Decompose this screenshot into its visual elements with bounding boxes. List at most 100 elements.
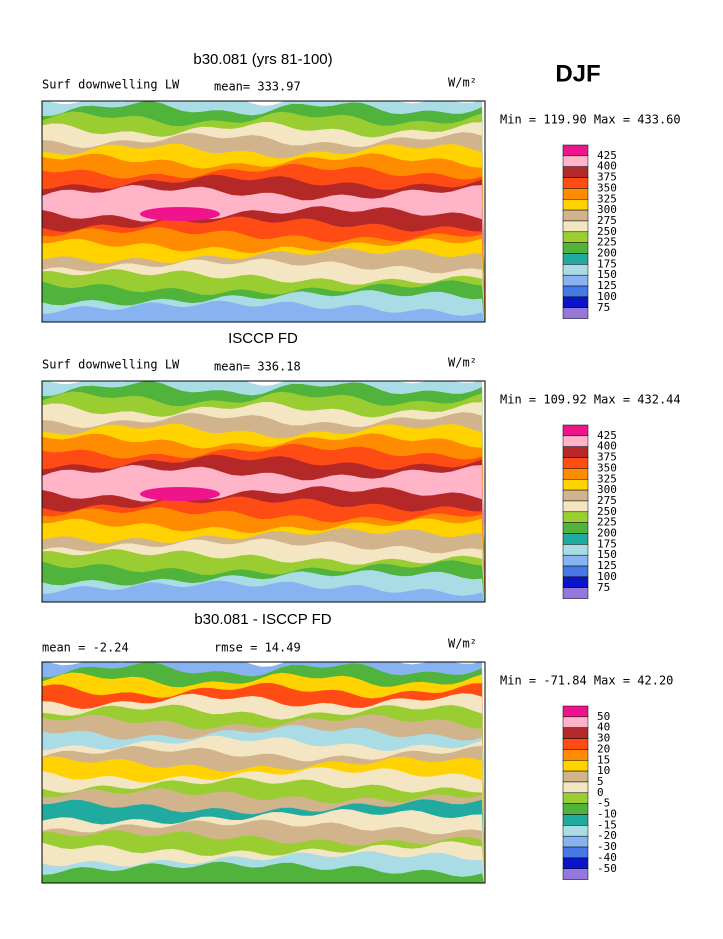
colorbar-label: 400: [597, 160, 617, 173]
colorbar-swatch: [562, 781, 589, 794]
stat-label: mean= 336.18: [214, 360, 301, 374]
map-field: [42, 381, 485, 602]
colorbar-swatch: [562, 738, 589, 750]
colorbar-label: 100: [597, 570, 617, 583]
colorbar-swatch: [562, 825, 589, 837]
season: DJF: [555, 60, 600, 87]
colorbar-label: 350: [597, 181, 617, 194]
colorbar-swatch: [562, 296, 589, 308]
colorbar-label: 250: [597, 505, 617, 518]
map-field: [42, 101, 485, 322]
range-label: Min = 109.92 Max = 432.44: [500, 393, 681, 407]
colorbar-label: 10: [597, 764, 610, 777]
colorbar-label: -20: [597, 829, 617, 842]
colorbar-swatch: [562, 803, 589, 815]
colorbar-swatch: [562, 424, 589, 437]
colorbar-label: 350: [597, 461, 617, 474]
colorbar-label: 15: [597, 753, 610, 766]
colorbar-swatch: [562, 209, 589, 222]
colorbar-label: 225: [597, 516, 617, 529]
stat-label: rmse = 14.49: [214, 641, 301, 655]
colorbar-swatch: [562, 264, 589, 276]
colorbar-swatch: [562, 468, 589, 480]
colorbar-swatch: [562, 479, 589, 491]
colorbar-swatch: [562, 188, 589, 200]
colorbar-swatch: [562, 792, 589, 804]
colorbar-label: 30: [597, 732, 610, 745]
map-field: [42, 662, 485, 883]
colorbar-swatch: [562, 533, 589, 545]
range-label: Min = 119.90 Max = 433.60: [500, 113, 681, 127]
colorbar-swatch: [562, 554, 589, 567]
colorbar-swatch: [562, 177, 589, 189]
colorbar-swatch: [562, 489, 589, 502]
colorbar-label: 175: [597, 257, 617, 270]
colorbar-swatch: [562, 835, 589, 848]
colorbar-label: 0: [597, 786, 604, 799]
colorbar-swatch: [562, 522, 589, 534]
colorbar-label: 40: [597, 721, 610, 734]
colorbar-swatch: [562, 576, 589, 589]
map-frame: [41, 380, 486, 603]
panel-title: b30.081 (yrs 81-100): [193, 51, 332, 68]
colorbar-swatch: [562, 307, 589, 319]
colorbar-swatch: [562, 814, 589, 826]
colorbar-swatch: [562, 274, 589, 287]
colorbar-swatch: [562, 144, 589, 157]
colorbar-swatch: [562, 166, 589, 178]
colorbar-swatch: [562, 435, 589, 447]
colorbar-swatch: [562, 760, 589, 772]
colorbar-label: 125: [597, 559, 617, 572]
colorbar-label: 400: [597, 440, 617, 453]
colorbar-swatch: [562, 231, 589, 243]
contour-band: [42, 580, 484, 602]
colorbar-swatch: [562, 716, 589, 728]
stat-label: mean= 333.97: [214, 80, 301, 94]
colorbar-swatch: [562, 155, 589, 167]
units-label: W/m²: [448, 356, 477, 370]
colorbar-swatch: [562, 868, 589, 880]
colorbar-label: -40: [597, 851, 617, 864]
colorbar-swatch: [562, 500, 589, 513]
contour-band: [42, 861, 484, 883]
colorbar-swatch: [562, 285, 589, 298]
colorbar-swatch: [562, 749, 589, 761]
colorbar-label: 200: [597, 247, 617, 260]
colorbar-swatch: [562, 242, 589, 254]
colorbar-label: 250: [597, 225, 617, 238]
colorbar-label: 225: [597, 236, 617, 249]
colorbar-label: 75: [597, 301, 610, 314]
range-label: Min = -71.84 Max = 42.20: [500, 674, 673, 688]
colorbar-swatch: [562, 511, 589, 523]
colorbar-label: 50: [597, 710, 610, 723]
colorbar-swatch: [562, 857, 589, 870]
colorbar-label: 425: [597, 429, 617, 442]
colorbar-swatch: [562, 846, 589, 859]
colorbar-label: -15: [597, 818, 617, 831]
colorbar-label: 275: [597, 214, 617, 227]
colorbar-label: 300: [597, 483, 617, 496]
contour-band: [42, 300, 484, 322]
colorbar-swatch: [562, 587, 589, 599]
colorbar-label: 300: [597, 203, 617, 216]
colorbar-label: 20: [597, 742, 610, 755]
colorbar-label: 100: [597, 290, 617, 303]
panel-title: ISCCP FD: [228, 330, 298, 347]
colorbar-label: 375: [597, 451, 617, 464]
colorbar-label: -10: [597, 808, 617, 821]
units-label: W/m²: [448, 76, 477, 90]
colorbar-swatch: [562, 565, 589, 578]
colorbar-label: 125: [597, 279, 617, 292]
colorbar-swatch: [562, 770, 589, 783]
variable-label: Surf downwelling LW: [42, 78, 180, 92]
colorbar-label: 325: [597, 472, 617, 485]
units-label: W/m²: [448, 637, 477, 651]
colorbar-label: 175: [597, 537, 617, 550]
colorbar-label: 275: [597, 494, 617, 507]
colorbar-label: 325: [597, 192, 617, 205]
stat-label: mean = -2.24: [42, 641, 129, 655]
colorbar-swatch: [562, 705, 589, 718]
colorbar-label: -5: [597, 797, 610, 810]
variable-label: Surf downwelling LW: [42, 358, 180, 372]
